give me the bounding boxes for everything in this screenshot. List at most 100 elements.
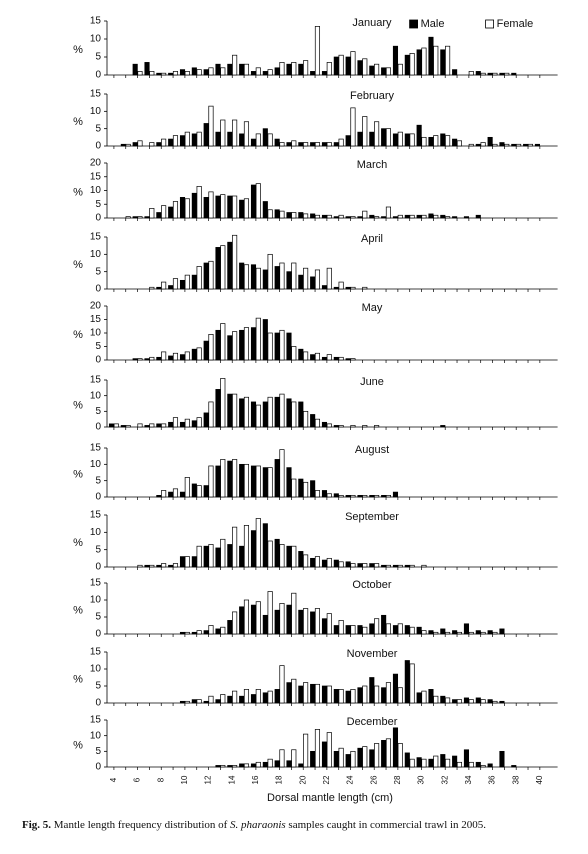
bar-male: [250, 327, 257, 361]
bar-male: [262, 467, 268, 498]
bar-male: [298, 401, 304, 428]
y-tick-label: 5: [95, 199, 101, 210]
bar-female: [303, 481, 309, 498]
bar-female: [326, 613, 332, 635]
bar-male: [333, 142, 339, 147]
bar-male: [440, 754, 446, 768]
bar-female: [243, 396, 250, 428]
bar-male: [298, 609, 304, 635]
x-tick-label: 32: [440, 775, 449, 784]
y-axis-label: %: [73, 537, 83, 549]
x-tick-label: 30: [417, 775, 426, 784]
bar-female: [255, 267, 261, 290]
bar-female: [492, 72, 498, 76]
bar-female: [397, 214, 403, 219]
bar-male: [250, 264, 257, 290]
bar-female: [409, 133, 415, 147]
bar-female: [480, 72, 486, 76]
bar-female: [279, 62, 285, 76]
bar-male: [428, 213, 434, 219]
bar-male: [262, 523, 268, 568]
bar-female: [161, 205, 167, 219]
bar-male: [203, 485, 209, 498]
y-tick-label: 0: [95, 698, 101, 709]
bar-male: [203, 412, 209, 428]
bar-male: [321, 741, 328, 768]
bar-female: [232, 611, 238, 635]
bar-male: [523, 143, 529, 147]
bar-male: [463, 623, 470, 635]
bar-female: [149, 208, 155, 219]
bar-female: [243, 525, 250, 568]
bar-female: [267, 332, 273, 361]
y-axis-label: %: [73, 44, 83, 56]
bar-female: [421, 564, 427, 568]
y-axis-label: %: [73, 329, 83, 341]
bar-male: [132, 216, 138, 219]
bar-male: [369, 65, 375, 76]
bar-male: [298, 348, 304, 361]
bar-female: [303, 267, 309, 290]
bar-female: [255, 67, 261, 76]
bar-female: [445, 45, 451, 76]
bar-female: [232, 690, 238, 704]
bar-female: [326, 685, 332, 704]
bar-female: [196, 347, 202, 361]
bar-male: [203, 197, 209, 219]
y-axis-label: %: [73, 604, 83, 616]
bar-female: [504, 72, 510, 76]
bar-female: [385, 738, 391, 768]
y-tick-label: 5: [95, 544, 101, 555]
bar-male: [227, 765, 233, 768]
bar-male: [179, 279, 186, 290]
bar-female: [184, 71, 190, 76]
bar-male: [191, 699, 197, 704]
y-tick-label: 10: [90, 34, 102, 45]
bar-female: [267, 209, 273, 219]
bar-male: [286, 604, 292, 635]
bar-male: [274, 266, 280, 290]
x-tick-label: 36: [488, 775, 497, 784]
bar-male: [310, 557, 316, 568]
bar-male: [298, 63, 304, 76]
bar-female: [184, 131, 190, 147]
bar-male: [250, 71, 257, 76]
bar-male: [333, 625, 339, 635]
panel-title: April: [361, 233, 383, 245]
bar-male: [227, 335, 233, 361]
bar-female: [113, 423, 119, 428]
y-tick-label: 5: [95, 123, 101, 134]
bar-female: [338, 138, 344, 147]
bar-female: [326, 142, 332, 147]
y-tick-label: 0: [95, 284, 101, 295]
y-tick-label: 10: [90, 106, 102, 117]
bar-female: [279, 210, 285, 219]
bar-male: [369, 563, 375, 568]
bar-male: [120, 425, 126, 428]
bar-male: [381, 564, 387, 568]
bar-male: [168, 285, 174, 290]
bar-female: [409, 663, 415, 704]
bar-female: [314, 269, 321, 290]
bar-female: [279, 665, 285, 704]
bar-male: [381, 495, 387, 498]
bar-male: [428, 36, 434, 76]
bar-female: [492, 143, 498, 147]
bar-female: [385, 495, 391, 498]
bar-male: [499, 700, 505, 704]
bar-male: [286, 63, 292, 76]
bar-female: [137, 358, 143, 361]
bar-female: [243, 763, 250, 768]
bar-female: [350, 286, 356, 290]
bar-female: [196, 131, 202, 147]
bar-male: [333, 750, 339, 768]
x-tick-label: 16: [251, 775, 260, 784]
bar-female: [527, 143, 533, 147]
bar-female: [445, 758, 451, 768]
bar-male: [286, 760, 292, 768]
bar-female: [456, 140, 462, 147]
bar-female: [196, 485, 202, 498]
bar-male: [179, 135, 186, 147]
y-tick-label: 10: [90, 664, 102, 675]
bar-female: [208, 105, 214, 147]
